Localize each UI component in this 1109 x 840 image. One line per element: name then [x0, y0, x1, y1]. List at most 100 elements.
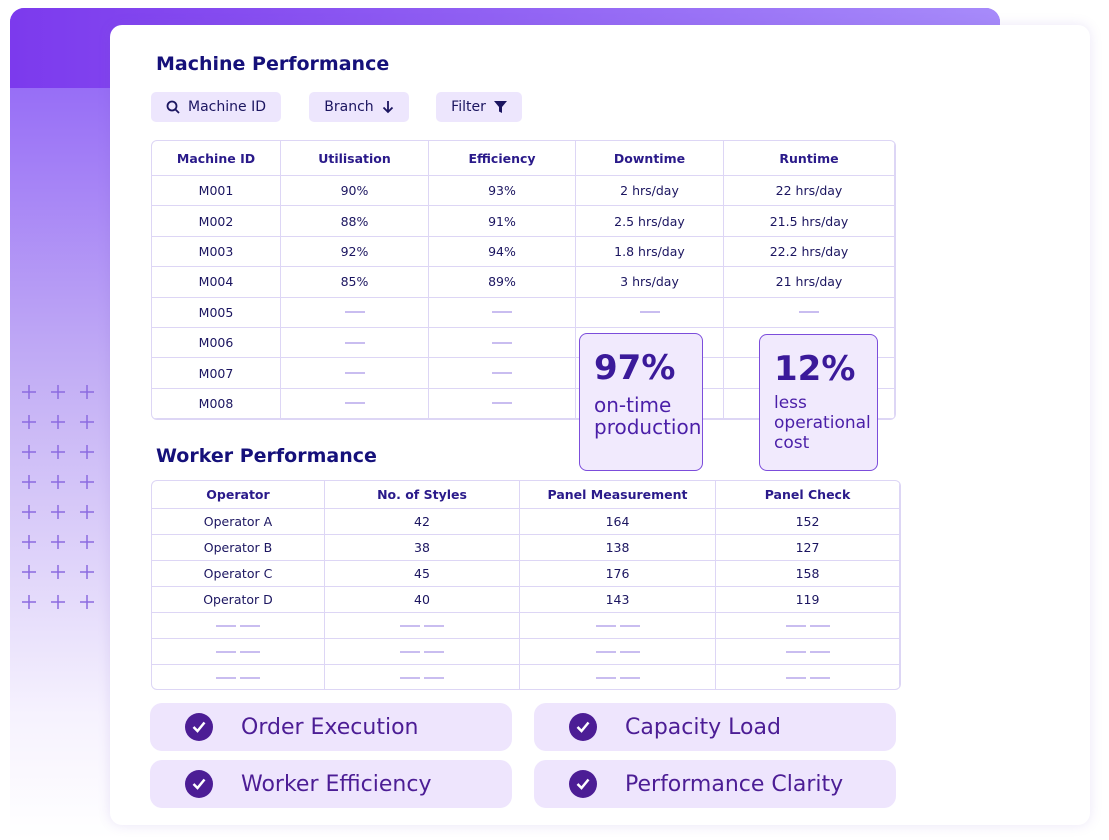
table-cell: 119 — [716, 587, 900, 613]
label: Machine ID — [188, 99, 266, 115]
plus-icon — [80, 590, 94, 615]
plus — [22, 385, 36, 399]
plus — [80, 505, 94, 519]
plus — [51, 505, 65, 519]
column-header: Efficiency — [429, 141, 576, 176]
plus-icon — [51, 530, 65, 555]
check-icon — [569, 713, 597, 741]
table-cell: 94% — [429, 236, 576, 268]
plus-icon — [51, 590, 65, 615]
table-cell: 127 — [716, 535, 900, 561]
empty-cell — [152, 665, 325, 689]
icon — [493, 101, 507, 113]
plus-icon — [51, 410, 65, 435]
title: Machine Performance — [156, 53, 390, 75]
table-cell: 90% — [281, 176, 429, 207]
plus — [80, 445, 94, 459]
plus-icon — [80, 440, 94, 465]
table-cell: 40 — [325, 587, 520, 613]
plus-icon — [51, 470, 65, 495]
table-cell: Operator A — [152, 509, 325, 535]
column-header: Panel Measurement — [520, 481, 716, 509]
empty-cell — [152, 639, 325, 665]
table-cell: 3 hrs/day — [576, 267, 724, 298]
placeholder — [216, 676, 236, 679]
table-cell: M004 — [152, 267, 281, 298]
empty-cell — [716, 613, 900, 639]
table-cell: 152 — [716, 509, 900, 535]
placeholder — [400, 650, 420, 653]
check-icon — [569, 770, 597, 798]
placeholder — [424, 650, 444, 653]
table-cell: 89% — [429, 267, 576, 298]
table-cell: M005 — [152, 297, 281, 328]
plus-icon — [80, 410, 94, 435]
table-cell: 21.5 hrs/day — [724, 206, 895, 237]
filter[interactable]: Filter — [436, 92, 522, 122]
table-cell: 42 — [325, 509, 520, 535]
placeholder — [344, 372, 365, 375]
placeholder — [619, 624, 640, 627]
worker-table: Operator No. of Styles Panel Measurement Pa… — [151, 480, 901, 690]
empty-cell — [716, 639, 900, 665]
placeholder — [639, 311, 660, 314]
plus — [80, 565, 94, 579]
feature-label: Capacity Load — [625, 714, 781, 740]
empty-cell — [325, 639, 520, 665]
placeholder — [809, 676, 830, 679]
plus — [51, 565, 65, 579]
search[interactable]: Machine ID — [151, 92, 281, 122]
empty-cell — [429, 297, 576, 328]
placeholder — [809, 624, 830, 627]
placeholder — [595, 624, 616, 627]
table-cell: 1.8 hrs/day — [576, 236, 724, 268]
table-cell: 22 hrs/day — [724, 176, 895, 207]
check — [192, 721, 206, 733]
sort[interactable]: Branch — [309, 92, 409, 122]
table-cell: M006 — [152, 328, 281, 359]
placeholder — [785, 624, 806, 627]
placeholder — [785, 650, 806, 653]
label: Branch — [324, 99, 374, 115]
placeholder — [240, 650, 260, 653]
table-cell: M001 — [152, 176, 281, 207]
label: Filter — [451, 99, 486, 115]
table-cell: M007 — [152, 358, 281, 389]
column-header: Utilisation — [281, 141, 429, 176]
placeholder — [344, 311, 365, 314]
table-cell: 2 hrs/day — [576, 176, 724, 207]
stat-value: 12% — [774, 349, 856, 389]
table-cell: 2.5 hrs/day — [576, 206, 724, 237]
table-cell: Operator B — [152, 535, 325, 561]
placeholder — [799, 311, 819, 314]
plus — [51, 535, 65, 549]
plus — [22, 415, 36, 429]
placeholder — [492, 372, 512, 375]
feature-label: Worker Efficiency — [241, 771, 432, 797]
check — [576, 721, 590, 733]
plus — [22, 475, 36, 489]
table-cell: Operator C — [152, 561, 325, 587]
table-cell: M008 — [152, 388, 281, 419]
plus — [80, 385, 94, 399]
placeholder — [344, 402, 365, 405]
plus-icon — [80, 470, 94, 495]
table-cell: 176 — [520, 561, 716, 587]
stat-card: 97% on-time production — [579, 333, 703, 471]
placeholder — [809, 650, 830, 653]
table-cell: 143 — [520, 587, 716, 613]
plus — [51, 445, 65, 459]
column-header: No. of Styles — [325, 481, 520, 509]
empty-cell — [281, 328, 429, 359]
empty-cell — [429, 328, 576, 359]
table-cell: 92% — [281, 236, 429, 268]
column-header: Runtime — [724, 141, 895, 176]
empty-cell — [152, 613, 325, 639]
plus — [22, 565, 36, 579]
plus-icon — [22, 560, 36, 585]
plus-icon — [22, 590, 36, 615]
empty-cell — [429, 358, 576, 389]
plus-icon — [22, 410, 36, 435]
empty-cell — [576, 297, 724, 328]
placeholder — [216, 624, 236, 627]
